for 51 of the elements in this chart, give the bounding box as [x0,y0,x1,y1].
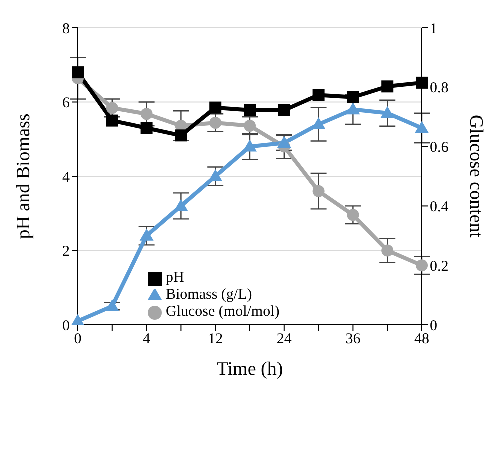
y-tick-label: 8 [62,21,70,38]
x-tick-label: 36 [346,332,362,348]
x-tick-label: 4 [143,332,152,348]
legend-label: Glucose (mol/mol) [166,304,280,320]
y2-tick-label: 0.4 [430,200,450,216]
point [312,185,325,198]
y-axis-title: pH and Biomass [14,114,35,240]
point [72,66,84,79]
point [382,244,394,257]
y2-tick-label: 1 [430,21,438,38]
point [278,104,290,116]
x-axis-title: Time (h) [216,359,284,380]
point [346,102,360,115]
legend-label: Biomass (g/L) [166,287,252,303]
y2-tick-label: 0 [430,318,438,334]
x-tick-label: 24 [276,332,292,348]
y2-axis-title: Glucose content [465,115,486,239]
point [210,117,222,130]
point [140,108,153,120]
point [312,89,325,102]
point [347,209,360,222]
point [140,228,154,241]
point [174,199,188,212]
x-tick-label: 48 [414,332,430,348]
point [244,104,256,116]
y2-tick-label: 0.8 [430,80,449,97]
point [175,130,188,142]
y-tick-label: 2 [62,244,70,260]
x-tick-label: 12 [208,332,224,348]
y-tick-label: 4 [62,170,70,186]
point [106,114,118,127]
point [140,122,153,134]
point [416,76,428,89]
point [105,299,120,312]
point [243,140,257,152]
x-tick-label: 0 [74,332,82,348]
point [416,260,428,272]
point [382,80,394,93]
point [208,170,223,182]
y-tick-label: 0 [62,318,70,334]
y2-tick-label: 0.6 [430,140,450,156]
y2-tick-label: 0.2 [430,258,449,275]
point [380,106,395,118]
point [106,102,118,114]
legend-label: pH [166,270,184,286]
y-tick-label: 6 [62,96,70,112]
point [210,102,222,114]
point [347,91,360,104]
point [244,120,256,132]
point [312,118,326,130]
point [415,121,429,134]
